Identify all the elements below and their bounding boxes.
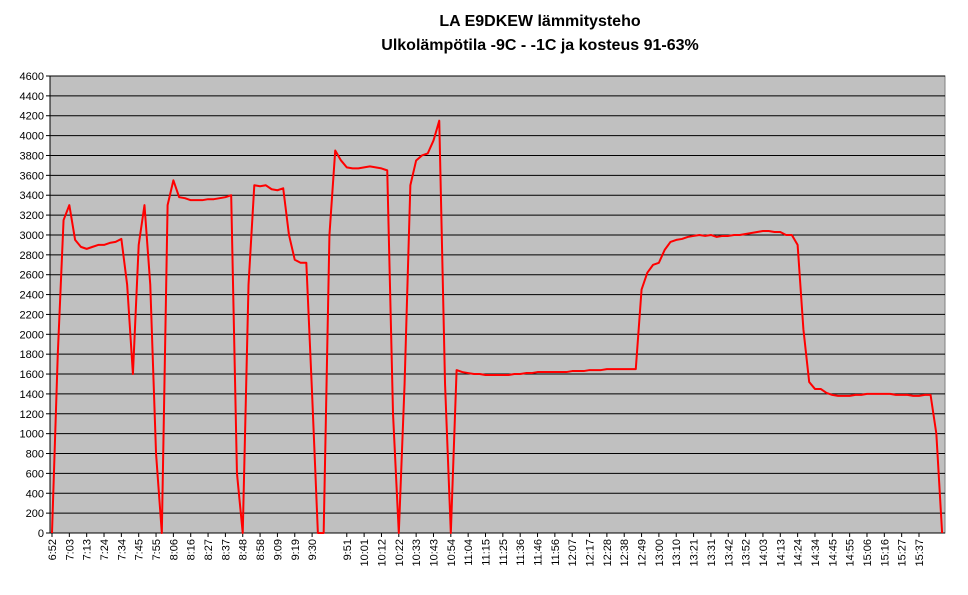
x-tick-label: 7:34 — [116, 539, 128, 560]
x-tick-label: 8:16 — [186, 539, 198, 560]
x-tick-label: 12:38 — [619, 539, 631, 567]
y-tick-label: 1600 — [20, 369, 44, 381]
y-tick-label: 2400 — [20, 290, 44, 302]
x-tick-label: 15:27 — [897, 539, 909, 567]
x-tick-label: 10:54 — [446, 539, 458, 567]
x-tick-label: 8:27 — [203, 539, 215, 560]
x-tick-label: 12:49 — [637, 539, 649, 567]
y-tick-label: 4000 — [20, 131, 44, 143]
y-tick-label: 2000 — [20, 329, 44, 341]
x-tick-label: 11:46 — [533, 539, 545, 566]
x-tick-label: 15:37 — [914, 539, 926, 567]
y-tick-label: 400 — [26, 488, 44, 500]
y-tick-label: 0 — [38, 528, 44, 540]
x-tick-label: 15:06 — [862, 539, 874, 567]
x-tick-label: 7:03 — [64, 539, 76, 560]
x-tick-label: 7:24 — [99, 539, 111, 560]
x-tick-label: 11:36 — [515, 539, 527, 566]
x-tick-label: 15:16 — [879, 539, 891, 567]
y-tick-label: 1000 — [20, 429, 44, 441]
x-tick-label: 13:00 — [654, 539, 666, 567]
y-tick-label: 3800 — [20, 150, 44, 162]
x-tick-label: 14:45 — [827, 539, 839, 567]
x-tick-label: 14:34 — [810, 539, 822, 567]
x-tick-label: 9:09 — [272, 539, 284, 560]
y-tick-label: 3600 — [20, 170, 44, 182]
x-tick-label: 14:13 — [775, 539, 787, 567]
data-line — [51, 119, 944, 534]
x-tick-label: 7:45 — [134, 539, 146, 560]
x-tick-label: 10:22 — [394, 539, 406, 567]
y-tick-label: 4200 — [20, 111, 44, 123]
x-tick-label: 11:15 — [481, 539, 493, 566]
x-tick-label: 9:51 — [342, 539, 354, 560]
x-tick-label: 10:33 — [411, 539, 423, 567]
x-tick-label: 13:52 — [741, 539, 753, 567]
y-tick-label: 2600 — [20, 270, 44, 282]
x-tick-label: 14:55 — [845, 539, 857, 567]
y-tick-label: 4400 — [20, 91, 44, 103]
y-tick-label: 800 — [26, 449, 44, 461]
x-tick-label: 9:30 — [307, 539, 319, 560]
y-tick-label: 4600 — [20, 71, 44, 83]
y-tick-label: 3400 — [20, 190, 44, 202]
chart-title: LA E9DKEW lämmitysteho — [439, 13, 640, 30]
x-tick-label: 8:06 — [168, 539, 180, 560]
x-tick-label: 8:48 — [238, 539, 250, 560]
y-tick-label: 600 — [26, 468, 44, 480]
x-tick-label: 14:03 — [758, 539, 770, 567]
x-tick-label: 11:25 — [498, 539, 510, 566]
x-tick-label: 13:42 — [723, 539, 735, 567]
x-tick-label: 7:55 — [151, 539, 163, 560]
x-tick-label: 12:28 — [602, 539, 614, 567]
x-tick-label: 8:58 — [255, 539, 267, 560]
y-tick-label: 200 — [26, 508, 44, 520]
x-tick-label: 6:52 — [47, 539, 59, 560]
x-tick-label: 14:24 — [793, 539, 805, 567]
plot-area — [49, 75, 946, 534]
x-tick-label: 13:10 — [671, 539, 683, 567]
x-tick-label: 10:43 — [428, 539, 440, 567]
y-tick-label: 2800 — [20, 250, 44, 262]
x-tick-label: 11:56 — [550, 539, 562, 566]
x-tick-label: 8:37 — [220, 539, 232, 560]
y-tick-label: 1800 — [20, 349, 44, 361]
chart-subtitle: Ulkolämpötila -9C - -1C ja kosteus 91-63… — [381, 37, 698, 54]
x-tick-label: 10:01 — [359, 539, 371, 567]
x-tick-label: 11:04 — [463, 539, 475, 566]
x-tick-label: 10:12 — [376, 539, 388, 567]
x-tick-label: 9:19 — [290, 539, 302, 560]
y-tick-label: 2200 — [20, 309, 44, 321]
x-tick-label: 13:21 — [689, 539, 701, 567]
y-tick-label: 1400 — [20, 389, 44, 401]
x-tick-label: 7:13 — [82, 539, 94, 560]
x-tick-label: 12:07 — [567, 539, 579, 567]
x-tick-label: 13:31 — [706, 539, 718, 567]
y-tick-label: 3000 — [20, 230, 44, 242]
y-tick-label: 1200 — [20, 409, 44, 421]
y-tick-label: 3200 — [20, 210, 44, 222]
x-tick-label: 12:17 — [585, 539, 597, 567]
